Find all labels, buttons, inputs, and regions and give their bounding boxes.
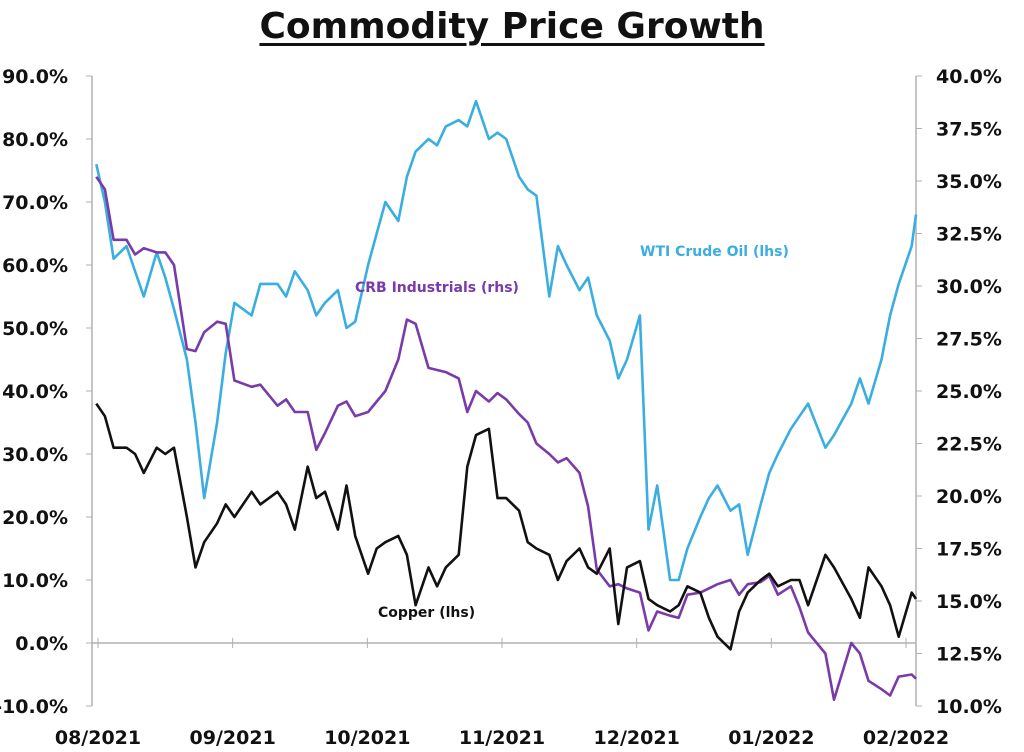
left-y-tick-label: 20.0% [2, 507, 68, 529]
right-y-tick-label: 25.0% [936, 381, 1002, 403]
series-line-0 [95, 99, 918, 582]
left-y-tick-label: 50.0% [2, 318, 68, 340]
right-y-tick-label: 27.5% [936, 329, 1002, 351]
series-annotations: WTI Crude Oil (lhs) CRB Industrials (rhs)… [355, 244, 789, 621]
left-y-tick-label: -10.0% [0, 696, 68, 718]
right-y-tick-label: 37.5% [936, 119, 1002, 141]
left-y-tick-label: 60.0% [2, 255, 68, 277]
x-tick-label: 10/2021 [324, 727, 410, 749]
tick-labels: -10.0% 0.0% 10.0% 20.0% 30.0% 40.0% 50.0% 60.0%… [0, 66, 1002, 749]
right-y-tick-label: 20.0% [936, 486, 1002, 508]
right-y-tick-label: 12.5% [936, 644, 1002, 666]
right-y-tick-label: 35.0% [936, 171, 1002, 193]
series-line-1 [95, 176, 917, 702]
left-y-tick-label: 30.0% [2, 444, 68, 466]
right-y-tick-label: 40.0% [936, 66, 1002, 88]
left-y-tick-label: 90.0% [2, 66, 68, 88]
right-y-tick-label: 17.5% [936, 539, 1002, 561]
x-tick-label: 12/2021 [594, 727, 680, 749]
series-lines [95, 99, 918, 702]
chart-title: Commodity Price Growth [259, 6, 765, 47]
left-y-tick-label: 0.0% [15, 633, 68, 655]
left-y-tick-label: 70.0% [2, 192, 68, 214]
x-tick-label: 02/2022 [863, 727, 949, 749]
axes [86, 75, 922, 707]
right-y-tick-label: 15.0% [936, 591, 1002, 613]
left-y-tick-label: 10.0% [2, 570, 68, 592]
left-y-tick-label: 40.0% [2, 381, 68, 403]
right-y-tick-label: 30.0% [936, 276, 1002, 298]
right-y-tick-label: 32.5% [936, 224, 1002, 246]
series-annotation: Copper (lhs) [378, 605, 475, 621]
series-annotation: WTI Crude Oil (lhs) [640, 244, 789, 260]
left-y-tick-label: 80.0% [2, 129, 68, 151]
x-tick-label: 11/2021 [459, 727, 545, 749]
x-tick-label: 01/2022 [728, 727, 814, 749]
series-line-2 [95, 402, 918, 651]
x-tick-label: 09/2021 [190, 727, 276, 749]
right-y-tick-label: 22.5% [936, 434, 1002, 456]
series-annotation: CRB Industrials (rhs) [355, 280, 519, 296]
x-tick-label: 08/2021 [55, 727, 141, 749]
right-y-tick-label: 10.0% [936, 696, 1002, 718]
